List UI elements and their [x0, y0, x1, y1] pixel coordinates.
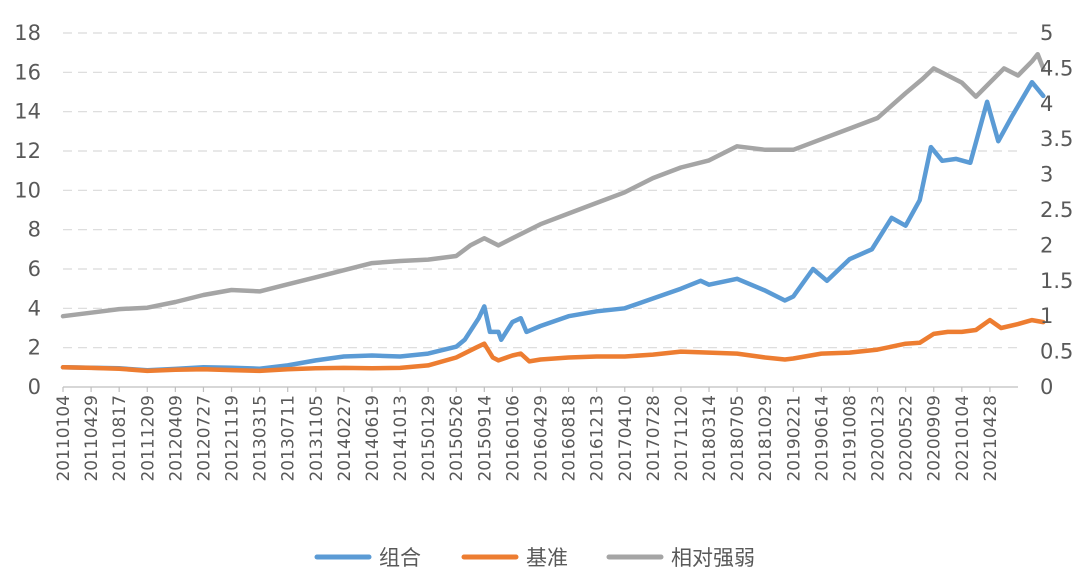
y-right-tick-label: 3 [1040, 163, 1053, 187]
x-tick-label: 20130711 [279, 395, 299, 482]
x-tick-label: 20160429 [532, 395, 552, 482]
y-right-tick-label: 5 [1040, 21, 1053, 45]
x-axis-ticks: 20110104 20110429 20110817 20111209 20120409… [54, 395, 1001, 482]
x-tick-label: 20160106 [503, 395, 523, 482]
y-left-tick-label: 10 [14, 178, 41, 202]
y-right-tick-label: 1.5 [1040, 269, 1073, 293]
left-y-axis-ticks: 0 2 4 6 8 10 12 14 16 18 [14, 21, 41, 399]
series-line-0 [60, 79, 1046, 373]
x-tick-label: 20141013 [391, 395, 411, 482]
x-tick-label: 20150129 [419, 395, 439, 482]
x-tick-label: 20130315 [251, 395, 271, 482]
axes [62, 386, 1018, 392]
x-tick-label: 20200522 [897, 395, 917, 482]
x-tick-label: 20180705 [728, 395, 748, 482]
x-tick-label: 20200909 [925, 395, 945, 482]
x-tick-label: 20110817 [110, 395, 130, 482]
legend: 组合 基准 相对强弱 [314, 546, 755, 570]
y-left-tick-label: 0 [28, 375, 41, 399]
right-y-axis-ticks: 0 0.5 1 1.5 2 2.5 3 3.5 4 4.5 5 [1040, 21, 1073, 399]
x-tick-label: 20190614 [812, 395, 832, 482]
x-tick-label: 20120727 [194, 395, 214, 482]
x-tick-label: 20200123 [869, 395, 889, 482]
x-tick-label: 20190221 [784, 395, 804, 482]
y-left-tick-label: 18 [14, 21, 41, 45]
y-right-tick-label: 0.5 [1040, 340, 1073, 364]
y-left-tick-label: 2 [28, 336, 41, 360]
legend-label: 基准 [526, 546, 568, 570]
series-line-1 [60, 317, 1046, 374]
y-right-tick-label: 1 [1040, 304, 1053, 328]
x-tick-label: 20191008 [840, 395, 860, 482]
y-left-tick-label: 16 [14, 60, 41, 84]
y-right-tick-label: 2 [1040, 233, 1053, 257]
y-right-tick-label: 4 [1040, 92, 1053, 116]
y-right-tick-label: 0 [1040, 375, 1053, 399]
y-right-tick-label: 4.5 [1040, 56, 1073, 80]
x-tick-label: 20111209 [138, 395, 158, 482]
x-tick-label: 20160818 [560, 395, 580, 482]
y-right-tick-label: 2.5 [1040, 198, 1073, 222]
x-tick-label: 20210428 [981, 395, 1001, 482]
x-tick-label: 20120409 [166, 395, 186, 482]
x-tick-label: 20170728 [644, 395, 664, 482]
y-left-tick-label: 14 [14, 100, 41, 124]
legend-label: 组合 [379, 546, 421, 570]
legend-label: 相对强弱 [671, 546, 755, 570]
x-tick-label: 20181029 [756, 395, 776, 482]
y-left-tick-label: 6 [28, 257, 41, 281]
y-right-tick-label: 3.5 [1040, 127, 1073, 151]
x-tick-label: 20150914 [475, 395, 495, 482]
x-tick-label: 20131105 [307, 395, 327, 482]
x-tick-label: 20140227 [335, 395, 355, 482]
y-left-tick-label: 4 [28, 296, 41, 320]
x-tick-label: 20161213 [588, 395, 608, 482]
x-tick-label: 20121119 [223, 395, 243, 482]
x-tick-label: 20150526 [447, 395, 467, 482]
gridlines [63, 32, 1018, 349]
x-tick-label: 20140619 [363, 395, 383, 482]
y-left-tick-label: 8 [28, 218, 41, 242]
x-tick-label: 20210104 [953, 395, 973, 482]
series-line-2 [60, 51, 1046, 319]
x-tick-label: 20180314 [700, 395, 720, 482]
x-tick-label: 20170410 [616, 395, 636, 482]
x-tick-label: 20110429 [82, 395, 102, 482]
y-left-tick-label: 12 [14, 139, 41, 163]
x-tick-label: 20110104 [54, 395, 74, 482]
x-tick-label: 20171120 [672, 395, 692, 482]
series-lines [60, 51, 1046, 374]
